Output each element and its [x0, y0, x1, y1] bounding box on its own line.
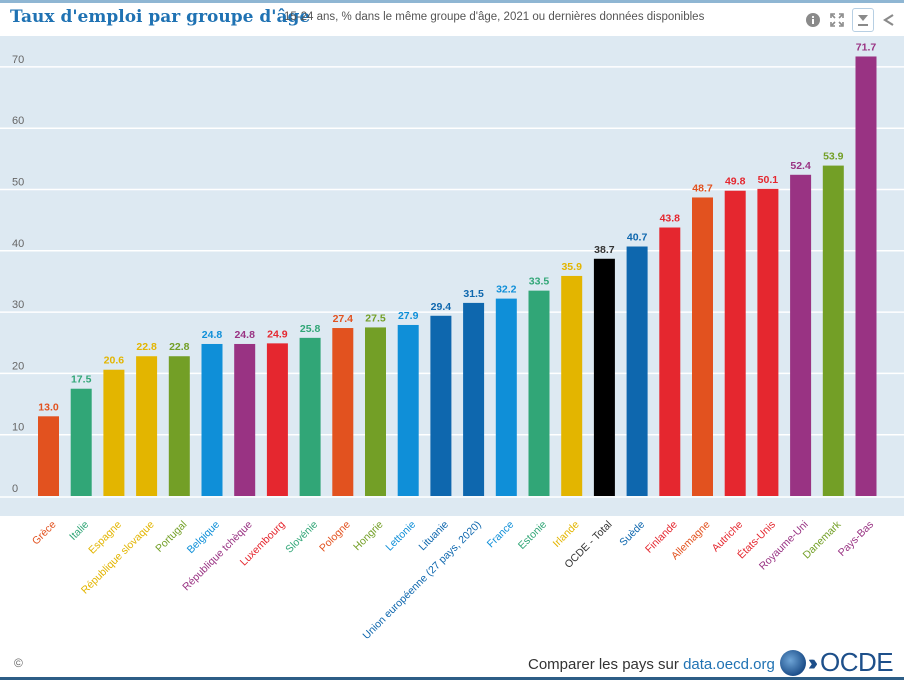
value-label: 27.9	[398, 310, 419, 322]
y-tick-label: 60	[12, 115, 24, 127]
chevrons-icon: ›››	[808, 649, 818, 675]
y-tick-label: 70	[12, 54, 24, 66]
chart-header: Taux d'emploi par groupe d'âge 15-24 ans…	[0, 3, 904, 35]
value-labels: 13.0 17.5 20.6 22.8 22.8 24.8 24.8 24.9 25.8 27.4…	[38, 41, 876, 413]
y-axis-ticks: 0 10 20 30 40 50 60 70	[12, 54, 24, 495]
bar[interactable]	[757, 188, 779, 496]
y-tick-label: 40	[12, 238, 24, 250]
x-tick-label: Irlande	[551, 519, 582, 550]
footer-compare: Comparer les pays sur data.oecd.org	[528, 656, 775, 673]
bar[interactable]	[332, 328, 354, 496]
bar[interactable]	[463, 302, 485, 496]
value-label: 17.5	[71, 374, 92, 386]
x-tick-label: Union européenne (27 pays, 2020)	[360, 519, 483, 642]
top-border	[0, 0, 904, 3]
gridlines	[0, 66, 904, 498]
oecd-logo-text: OCDE	[819, 647, 894, 677]
value-label: 31.5	[463, 288, 484, 300]
bars	[38, 56, 877, 497]
download-icon[interactable]	[852, 8, 874, 32]
footer-compare-text: Comparer les pays sur	[528, 656, 684, 673]
chart-title: Taux d'emploi par groupe d'âge	[10, 7, 311, 27]
value-label: 35.9	[561, 261, 582, 273]
x-tick-label: Portugal	[153, 519, 189, 555]
value-label: 52.4	[790, 160, 811, 172]
value-label: 48.7	[692, 182, 713, 194]
bar[interactable]	[70, 388, 92, 496]
y-tick-label: 10	[12, 422, 24, 434]
bar[interactable]	[201, 343, 223, 496]
bar[interactable]	[234, 343, 256, 496]
bar[interactable]	[659, 227, 681, 497]
x-tick-label: Lettonie	[383, 519, 418, 554]
bar[interactable]	[724, 190, 746, 496]
y-tick-label: 0	[12, 483, 18, 495]
value-label: 24.9	[267, 328, 288, 340]
value-label: 71.7	[856, 41, 877, 53]
bar[interactable]	[495, 298, 517, 496]
value-label: 53.9	[823, 151, 844, 163]
value-label: 24.8	[202, 329, 223, 341]
bottom-border	[0, 677, 904, 680]
x-tick-label: Suède	[617, 519, 647, 549]
x-tick-label: Pays-Bas	[836, 519, 876, 559]
value-label: 27.4	[333, 313, 354, 325]
value-label: 29.4	[431, 301, 452, 313]
data-oecd-link[interactable]: data.oecd.org	[683, 656, 775, 673]
value-label: 25.8	[300, 323, 321, 335]
toolbar	[804, 8, 898, 32]
x-tick-label: Hongrie	[351, 519, 386, 554]
y-tick-label: 30	[12, 299, 24, 311]
fullscreen-icon[interactable]	[828, 11, 846, 29]
copyright-icon[interactable]: ©	[14, 656, 23, 670]
value-label: 22.8	[169, 341, 190, 353]
bar[interactable]	[266, 343, 288, 496]
value-label: 38.7	[594, 244, 615, 256]
oecd-logo[interactable]: ››› OCDE	[780, 647, 894, 678]
bar[interactable]	[136, 356, 158, 496]
x-tick-label: Grèce	[30, 519, 59, 548]
value-label: 32.2	[496, 284, 517, 296]
chart-subtitle: 15-24 ans, % dans le même groupe d'âge, …	[284, 11, 705, 23]
value-label: 43.8	[660, 213, 681, 225]
y-tick-label: 50	[12, 177, 24, 189]
value-label: 49.8	[725, 176, 746, 188]
x-tick-label: Slovénie	[283, 519, 320, 556]
bar[interactable]	[38, 416, 59, 496]
bar[interactable]	[822, 165, 844, 496]
value-label: 50.1	[758, 174, 779, 186]
globe-icon	[780, 649, 806, 676]
value-label: 20.6	[104, 355, 125, 367]
bar[interactable]	[593, 258, 615, 496]
bar[interactable]	[397, 324, 419, 496]
value-label: 24.8	[234, 329, 255, 341]
value-label: 13.0	[38, 401, 59, 413]
bar[interactable]	[855, 56, 877, 496]
bar[interactable]	[692, 197, 713, 496]
bar[interactable]	[103, 369, 125, 496]
info-icon[interactable]	[804, 11, 822, 29]
bar[interactable]	[168, 356, 190, 496]
bar[interactable]	[299, 337, 321, 496]
x-tick-label: Estonie	[516, 519, 549, 552]
value-label: 22.8	[136, 341, 157, 353]
x-tick-label: France	[485, 519, 517, 551]
share-icon[interactable]	[880, 11, 898, 29]
bar[interactable]	[561, 275, 583, 496]
x-tick-label: Pologne	[317, 519, 353, 555]
bar[interactable]	[528, 290, 550, 496]
value-label: 40.7	[627, 232, 648, 244]
value-label: 27.5	[365, 312, 386, 324]
y-tick-label: 20	[12, 360, 24, 372]
bar[interactable]	[365, 327, 386, 496]
bar[interactable]	[626, 246, 648, 496]
x-tick-label: Italie	[67, 519, 91, 543]
bar[interactable]	[790, 174, 812, 496]
bar[interactable]	[430, 315, 452, 496]
value-label: 33.5	[529, 276, 550, 288]
